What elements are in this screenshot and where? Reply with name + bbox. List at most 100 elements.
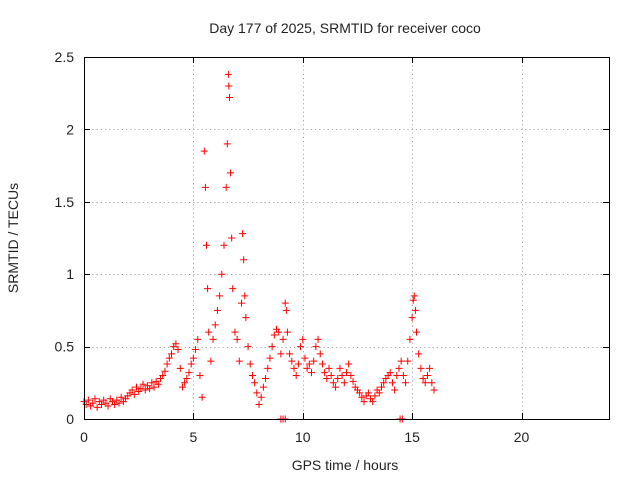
data-point bbox=[399, 372, 407, 380]
data-point bbox=[181, 379, 189, 387]
data-point bbox=[397, 357, 405, 365]
data-point bbox=[419, 374, 427, 382]
data-point bbox=[426, 364, 434, 372]
data-point bbox=[241, 292, 249, 300]
data-point bbox=[294, 360, 302, 368]
data-point bbox=[275, 328, 283, 336]
data-point bbox=[246, 360, 254, 368]
data-point bbox=[323, 374, 331, 382]
tick-labels: 0 5 10 15 20 0 0.5 1 1.5 2 2.5 bbox=[55, 49, 530, 445]
data-point bbox=[235, 357, 243, 365]
data-point bbox=[393, 372, 401, 380]
data-point bbox=[386, 369, 394, 377]
data-point bbox=[257, 393, 265, 401]
x-tick-label: 20 bbox=[514, 429, 530, 445]
data-point bbox=[98, 401, 105, 409]
data-point bbox=[303, 364, 311, 372]
data-point bbox=[238, 299, 245, 307]
data-point bbox=[239, 230, 247, 238]
data-point bbox=[223, 140, 231, 148]
data-point bbox=[172, 340, 180, 348]
plot-frame bbox=[84, 57, 610, 420]
data-point bbox=[213, 306, 221, 314]
data-point bbox=[130, 390, 138, 398]
data-point bbox=[228, 234, 236, 242]
data-point bbox=[165, 354, 173, 362]
data-point bbox=[305, 360, 313, 368]
data-point bbox=[216, 292, 224, 300]
data-point bbox=[91, 395, 99, 403]
data-point bbox=[356, 389, 364, 397]
data-point bbox=[253, 389, 261, 397]
data-point bbox=[314, 335, 322, 343]
data-point bbox=[176, 364, 184, 372]
data-point bbox=[332, 383, 340, 391]
data-point bbox=[327, 372, 335, 380]
data-point bbox=[371, 392, 379, 400]
grid-lines bbox=[84, 57, 609, 419]
data-point bbox=[259, 383, 267, 391]
data-point bbox=[347, 372, 355, 380]
data-point bbox=[196, 372, 204, 380]
data-point bbox=[282, 306, 290, 314]
x-tick-label: 0 bbox=[80, 429, 88, 445]
data-point bbox=[163, 360, 171, 368]
data-point bbox=[93, 403, 101, 411]
data-point bbox=[89, 399, 97, 407]
data-point bbox=[178, 383, 186, 391]
data-point bbox=[115, 399, 123, 407]
data-point bbox=[148, 379, 156, 387]
data-point bbox=[204, 285, 212, 293]
data-point bbox=[283, 328, 291, 336]
data-point bbox=[395, 364, 403, 372]
data-point bbox=[340, 379, 348, 387]
data-point bbox=[411, 306, 419, 314]
data-point bbox=[288, 357, 296, 365]
data-point bbox=[286, 350, 294, 358]
data-point bbox=[316, 350, 324, 358]
data-point bbox=[415, 350, 423, 358]
data-point bbox=[218, 270, 226, 278]
data-point bbox=[203, 241, 210, 249]
data-point bbox=[174, 345, 182, 353]
data-point bbox=[402, 379, 410, 387]
data-point bbox=[262, 374, 270, 382]
data-point bbox=[111, 401, 119, 409]
data-point bbox=[358, 393, 366, 401]
data-point bbox=[133, 383, 140, 391]
data-point bbox=[141, 386, 149, 394]
data-point bbox=[154, 380, 162, 388]
data-point bbox=[338, 372, 346, 380]
data-point bbox=[421, 379, 429, 387]
data-point bbox=[205, 328, 213, 336]
y-tick-label: 1.5 bbox=[55, 194, 75, 210]
data-point bbox=[378, 383, 385, 391]
data-point bbox=[408, 314, 416, 322]
data-point bbox=[430, 386, 438, 394]
data-point bbox=[299, 335, 307, 343]
data-point bbox=[391, 386, 399, 394]
x-tick-label: 10 bbox=[295, 429, 311, 445]
data-point bbox=[242, 314, 250, 322]
y-tick-label: 0.5 bbox=[55, 339, 75, 355]
data-point bbox=[308, 369, 315, 377]
data-point bbox=[409, 296, 417, 304]
data-point bbox=[233, 335, 241, 343]
data-point bbox=[369, 398, 377, 406]
data-point bbox=[388, 379, 396, 387]
data-point bbox=[301, 354, 309, 362]
data-point bbox=[360, 398, 368, 406]
data-point bbox=[404, 357, 412, 365]
data-point bbox=[229, 285, 237, 293]
data-point bbox=[375, 389, 383, 397]
data-point bbox=[225, 82, 233, 90]
data-point bbox=[248, 372, 256, 380]
x-tick-label: 15 bbox=[404, 429, 420, 445]
chart-title: Day 177 of 2025, SRMTID for receiver coc… bbox=[209, 20, 481, 36]
data-point bbox=[84, 396, 92, 404]
y-tick-label: 2 bbox=[66, 121, 74, 137]
data-point bbox=[279, 335, 287, 343]
data-point bbox=[183, 374, 191, 382]
data-point bbox=[268, 343, 276, 351]
